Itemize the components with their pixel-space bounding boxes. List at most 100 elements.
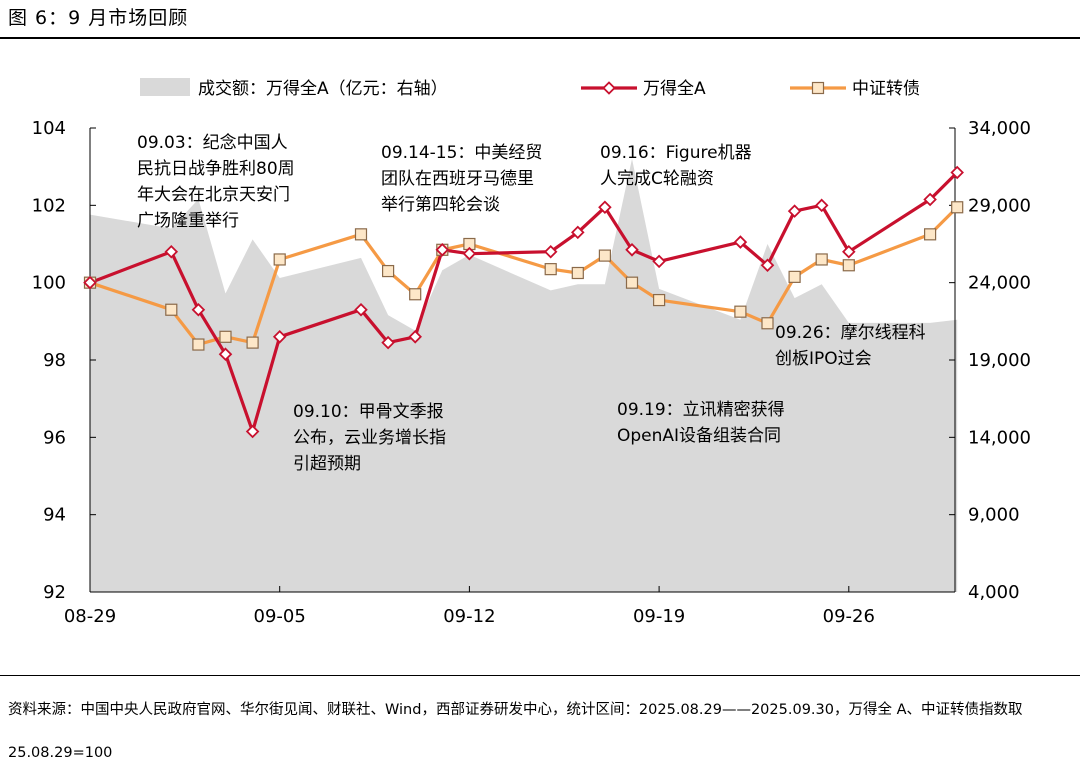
- source-note: 资料来源：中国中央人民政府官网、华尔街见闻、财联社、Wind，西部证券研发中心，…: [8, 702, 1023, 761]
- wind-a-point: [760, 258, 775, 273]
- legend-wind-a-label: 万得全A: [643, 79, 706, 99]
- annotation-line: 年大会在北京天安门: [137, 185, 290, 205]
- annotation-line: 广场隆重举行: [137, 211, 239, 231]
- annotations-layer: 09.03：纪念中国人民抗日战争胜利80周年大会在北京天安门广场隆重举行 09.1…: [137, 132, 926, 474]
- wind-a-point: [733, 235, 748, 249]
- right-tick-label: 14,000: [968, 427, 1031, 448]
- annotation-line: 09.19：立讯精密获得: [617, 400, 785, 420]
- left-tick-label: 92: [43, 582, 66, 603]
- wind-a-point: [625, 243, 639, 257]
- wind-a-point: [164, 244, 179, 259]
- wind-a-point: [787, 204, 802, 218]
- cb-index-point: [815, 253, 828, 266]
- cb-index-point: [544, 263, 557, 276]
- cb-index-point: [382, 264, 395, 278]
- cb-index-point: [571, 266, 584, 280]
- wind-a-point: [842, 244, 856, 259]
- series-lines-layer: [83, 165, 964, 439]
- x-tick-label: 09-05: [254, 606, 306, 627]
- legend-area-swatch: [140, 78, 190, 96]
- cb-index-point: [951, 201, 964, 214]
- wind-a-point: [435, 243, 450, 257]
- right-tick-label: 9,000: [968, 505, 1020, 526]
- legend-area-label: 成交额：万得全A（亿元：右轴）: [198, 79, 448, 99]
- annotation-line: 09.03：纪念中国人: [137, 132, 288, 153]
- annotation-line: 09.26：摩尔线程科: [775, 323, 926, 343]
- annotation-line: OpenAI设备组装合同: [617, 426, 781, 446]
- annotation-line: 09.16：Figure机器: [600, 143, 752, 163]
- legend-cb-marker: [811, 81, 825, 95]
- wind-a-point: [543, 244, 558, 259]
- wind-a-point: [814, 198, 829, 213]
- left-tick-label: 102: [32, 195, 66, 216]
- annotation-line: 人完成C轮融资: [600, 169, 714, 189]
- cb-index-point: [354, 228, 368, 241]
- wind-a-point: [652, 254, 666, 269]
- x-tick-label: 09-12: [443, 606, 495, 627]
- wind-a-point: [218, 347, 233, 361]
- annotation-text: 09.14-15：中美经贸团队在西班牙马德里举行第四轮会谈: [381, 143, 542, 215]
- wind-a-point: [408, 330, 422, 344]
- cb-index-point: [842, 259, 855, 272]
- right-tick-label: 29,000: [968, 195, 1031, 216]
- cb-index-point: [652, 293, 666, 307]
- left-tick-label: 104: [32, 118, 66, 139]
- wind-a-point: [950, 165, 964, 180]
- right-tick-label: 19,000: [968, 350, 1031, 371]
- annotation-text: 09.26：摩尔线程科创板IPO过会: [775, 323, 926, 369]
- figure-title: 图 6：9 月市场回顾: [8, 7, 189, 29]
- wind-a-point: [923, 192, 937, 207]
- wind-a-point: [462, 246, 477, 261]
- cb-index-point: [192, 338, 205, 351]
- x-tick-label: 09-26: [823, 606, 875, 627]
- wind-a-point: [245, 424, 260, 439]
- wind-a-point: [571, 225, 585, 240]
- source-divider: [0, 675, 1080, 676]
- annotation-text: 09.19：立讯精密获得 OpenAI设备组装合同: [617, 400, 785, 446]
- cb-index-point: [788, 270, 801, 283]
- wind-a-point: [83, 275, 97, 290]
- right-tick-label: 4,000: [968, 582, 1020, 603]
- annotation-line: 09.10：甲骨文季报: [293, 402, 444, 422]
- left-tick-label: 98: [43, 350, 66, 371]
- axes-layer: 104 102 100 98 96 94 92 34,000 29,000 24,000 19,00…: [32, 118, 1031, 627]
- left-tick-label: 100: [32, 273, 66, 294]
- wind-a-point: [598, 200, 612, 215]
- legend: 成交额：万得全A（亿元：右轴） 万得全A 中证转债: [140, 78, 920, 99]
- wind-a-point: [272, 330, 287, 344]
- legend-wind-a-marker: [602, 81, 616, 95]
- wind-a-point: [381, 335, 395, 350]
- annotation-line: 团队在西班牙马德里: [381, 169, 534, 189]
- turnover-area-layer: [90, 158, 958, 592]
- annotation-line: 创板IPO过会: [775, 349, 872, 369]
- cb-index-point: [219, 330, 232, 343]
- cb-index-point: [734, 305, 747, 318]
- cb-index-point: [165, 303, 178, 316]
- annotation-text: 09.03：纪念中国人民抗日战争胜利80周年大会在北京天安门广场隆重举行: [137, 132, 295, 231]
- turnover-area: [90, 158, 958, 592]
- market-review-chart: 104 102 100 98 96 94 92 34,000 29,000 24,000 19,00…: [32, 78, 1031, 627]
- right-tick-label: 34,000: [968, 118, 1031, 139]
- annotation-line: 引超预期: [293, 454, 361, 474]
- wind-a-point: [191, 302, 206, 317]
- title-divider: [0, 37, 1080, 39]
- annotation-text: 09.16：Figure机器人完成C轮融资: [600, 143, 752, 189]
- cb-index-point: [625, 276, 639, 289]
- cb-index-point: [761, 317, 774, 330]
- annotation-line: 举行第四轮会谈: [381, 195, 500, 215]
- annotation-line: 民抗日战争胜利80周: [137, 159, 295, 179]
- left-tick-label: 96: [43, 427, 66, 448]
- legend-cb-label: 中证转债: [852, 79, 920, 99]
- annotation-line: 09.14-15：中美经贸: [381, 143, 542, 163]
- annotation-text: 09.10：甲骨文季报公布，云业务增长指引超预期: [293, 402, 446, 474]
- left-tick-label: 94: [43, 505, 66, 526]
- x-tick-label: 09-19: [633, 606, 685, 627]
- annotation-line: 公布，云业务增长指: [293, 428, 446, 448]
- cb-index-point: [273, 253, 286, 266]
- right-tick-label: 24,000: [968, 273, 1031, 294]
- x-tick-label: 08-29: [64, 606, 116, 627]
- cb-index-point: [246, 336, 259, 349]
- cb-index-point: [598, 249, 612, 262]
- cb-index-point: [923, 228, 937, 241]
- wind-a-point: [354, 302, 368, 317]
